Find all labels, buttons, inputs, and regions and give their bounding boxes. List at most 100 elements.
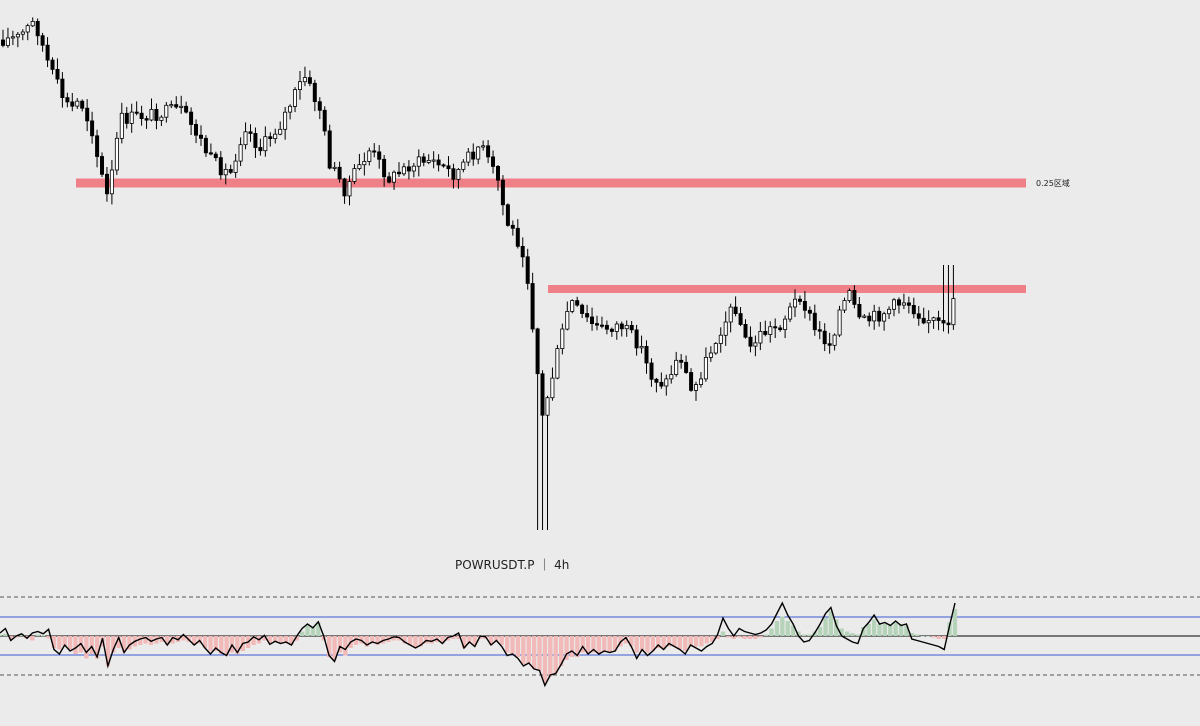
- candle-body-60: [297, 81, 302, 90]
- candle-body-144: [713, 343, 718, 354]
- osc-histogram-bar-111: [596, 636, 601, 654]
- candle-body-148: [733, 306, 738, 315]
- candle-body-37: [184, 105, 189, 113]
- candle-body-114: [565, 310, 570, 330]
- candle-body-139: [689, 372, 694, 391]
- osc-histogram-bar-156: [839, 628, 844, 636]
- osc-histogram-bar-36: [192, 636, 197, 645]
- candle-body-65: [322, 109, 327, 132]
- osc-histogram-bar-100: [537, 636, 542, 671]
- candle-body-84: [416, 156, 421, 167]
- osc-histogram-bar-21: [111, 636, 116, 653]
- osc-histogram-bar-147: [791, 625, 796, 636]
- osc-histogram-bar-170: [915, 634, 920, 636]
- candle-body-22: [109, 169, 114, 195]
- osc-histogram-bar-71: [380, 636, 386, 644]
- osc-histogram-bar-159: [855, 634, 860, 636]
- candle-body-122: [604, 324, 609, 330]
- osc-histogram-bar-77: [413, 636, 418, 648]
- candle-body-83: [411, 165, 416, 172]
- candle-body-191: [946, 322, 951, 326]
- osc-histogram-bar-114: [612, 636, 618, 651]
- resistance-zone-0: [76, 178, 1026, 188]
- osc-histogram-bar-128: [688, 636, 693, 647]
- candle-body-149: [738, 313, 743, 325]
- candle-body-38: [189, 111, 194, 125]
- candle-body-11: [55, 69, 60, 80]
- osc-histogram-bar-68: [364, 636, 369, 647]
- candle-body-51: [253, 132, 258, 148]
- candle-body-168: [832, 334, 837, 346]
- candle-body-176: [872, 310, 877, 322]
- zone-label: 0.25区域: [1036, 178, 1070, 188]
- osc-histogram-bar-112: [602, 636, 607, 653]
- osc-histogram-bar-101: [542, 636, 548, 683]
- candle-body-69: [342, 178, 347, 197]
- candle-body-153: [758, 330, 763, 344]
- osc-histogram-bar-12: [62, 636, 67, 647]
- osc-histogram-bar-27: [143, 636, 148, 644]
- osc-histogram-bar-155: [834, 619, 839, 636]
- osc-histogram-bar-153: [823, 618, 828, 636]
- candle-body-93: [461, 161, 466, 170]
- osc-histogram-bar-66: [353, 636, 359, 645]
- candle-body-47: [233, 160, 238, 173]
- osc-histogram-bar-148: [796, 631, 801, 636]
- candle-body-19: [95, 135, 100, 157]
- osc-histogram-bar-139: [747, 636, 753, 639]
- candle-body-52: [258, 147, 263, 152]
- candle-body-185: [916, 313, 921, 319]
- candle-body-27: [134, 111, 139, 114]
- osc-histogram-bar-31: [165, 636, 170, 645]
- candle-body-100: [495, 165, 500, 181]
- candle-body-80: [396, 171, 401, 175]
- candle-body-107: [530, 283, 535, 330]
- candle-body-126: [624, 324, 629, 330]
- osc-histogram-bar-157: [844, 631, 850, 636]
- candle-body-142: [703, 356, 708, 380]
- osc-histogram-bar-0: [0, 634, 3, 636]
- candle-body-141: [699, 378, 704, 385]
- osc-histogram-bar-143: [769, 628, 774, 636]
- candle-body-9: [45, 44, 50, 61]
- candle-body-182: [901, 302, 906, 306]
- candle-body-192: [951, 298, 956, 326]
- candle-body-187: [926, 320, 931, 324]
- candle-body-53: [263, 136, 268, 152]
- candle-body-124: [614, 323, 619, 332]
- osc-histogram-bar-108: [580, 636, 585, 653]
- candle-body-66: [327, 130, 332, 169]
- candle-body-98: [486, 145, 491, 158]
- osc-histogram-bar-69: [370, 636, 375, 644]
- osc-histogram-bar-110: [591, 636, 596, 653]
- candle-body-10: [50, 59, 55, 70]
- candle-body-75: [372, 150, 377, 153]
- osc-histogram-bar-168: [904, 625, 909, 636]
- osc-histogram-bar-175: [942, 636, 947, 639]
- candle-body-171: [847, 290, 852, 302]
- osc-histogram-bar-52: [278, 636, 283, 644]
- candle-body-61: [302, 77, 307, 83]
- candle-body-115: [570, 300, 575, 312]
- candle-body-63: [312, 82, 317, 103]
- oscillator-line-group: [0, 601, 956, 688]
- candle-body-131: [649, 362, 654, 380]
- osc-histogram-bar-160: [861, 627, 866, 636]
- osc-histogram-bar-134: [720, 631, 726, 636]
- osc-histogram-bar-2: [8, 636, 13, 639]
- osc-histogram-bar-132: [710, 636, 715, 642]
- oscillator-line: [0, 601, 956, 688]
- osc-histogram-bar-55: [294, 636, 299, 641]
- candle-body-3: [15, 33, 20, 38]
- candle-body-180: [892, 299, 897, 310]
- candle-body-50: [248, 131, 253, 134]
- candle-body-34: [169, 104, 174, 107]
- candle-body-166: [822, 330, 827, 345]
- candle-body-77: [382, 158, 387, 178]
- candle-body-104: [515, 227, 520, 247]
- candle-body-152: [753, 342, 758, 347]
- osc-histogram-bar-141: [758, 636, 763, 638]
- osc-histogram-bar-136: [731, 636, 736, 639]
- resistance-zone-1: [548, 285, 1026, 293]
